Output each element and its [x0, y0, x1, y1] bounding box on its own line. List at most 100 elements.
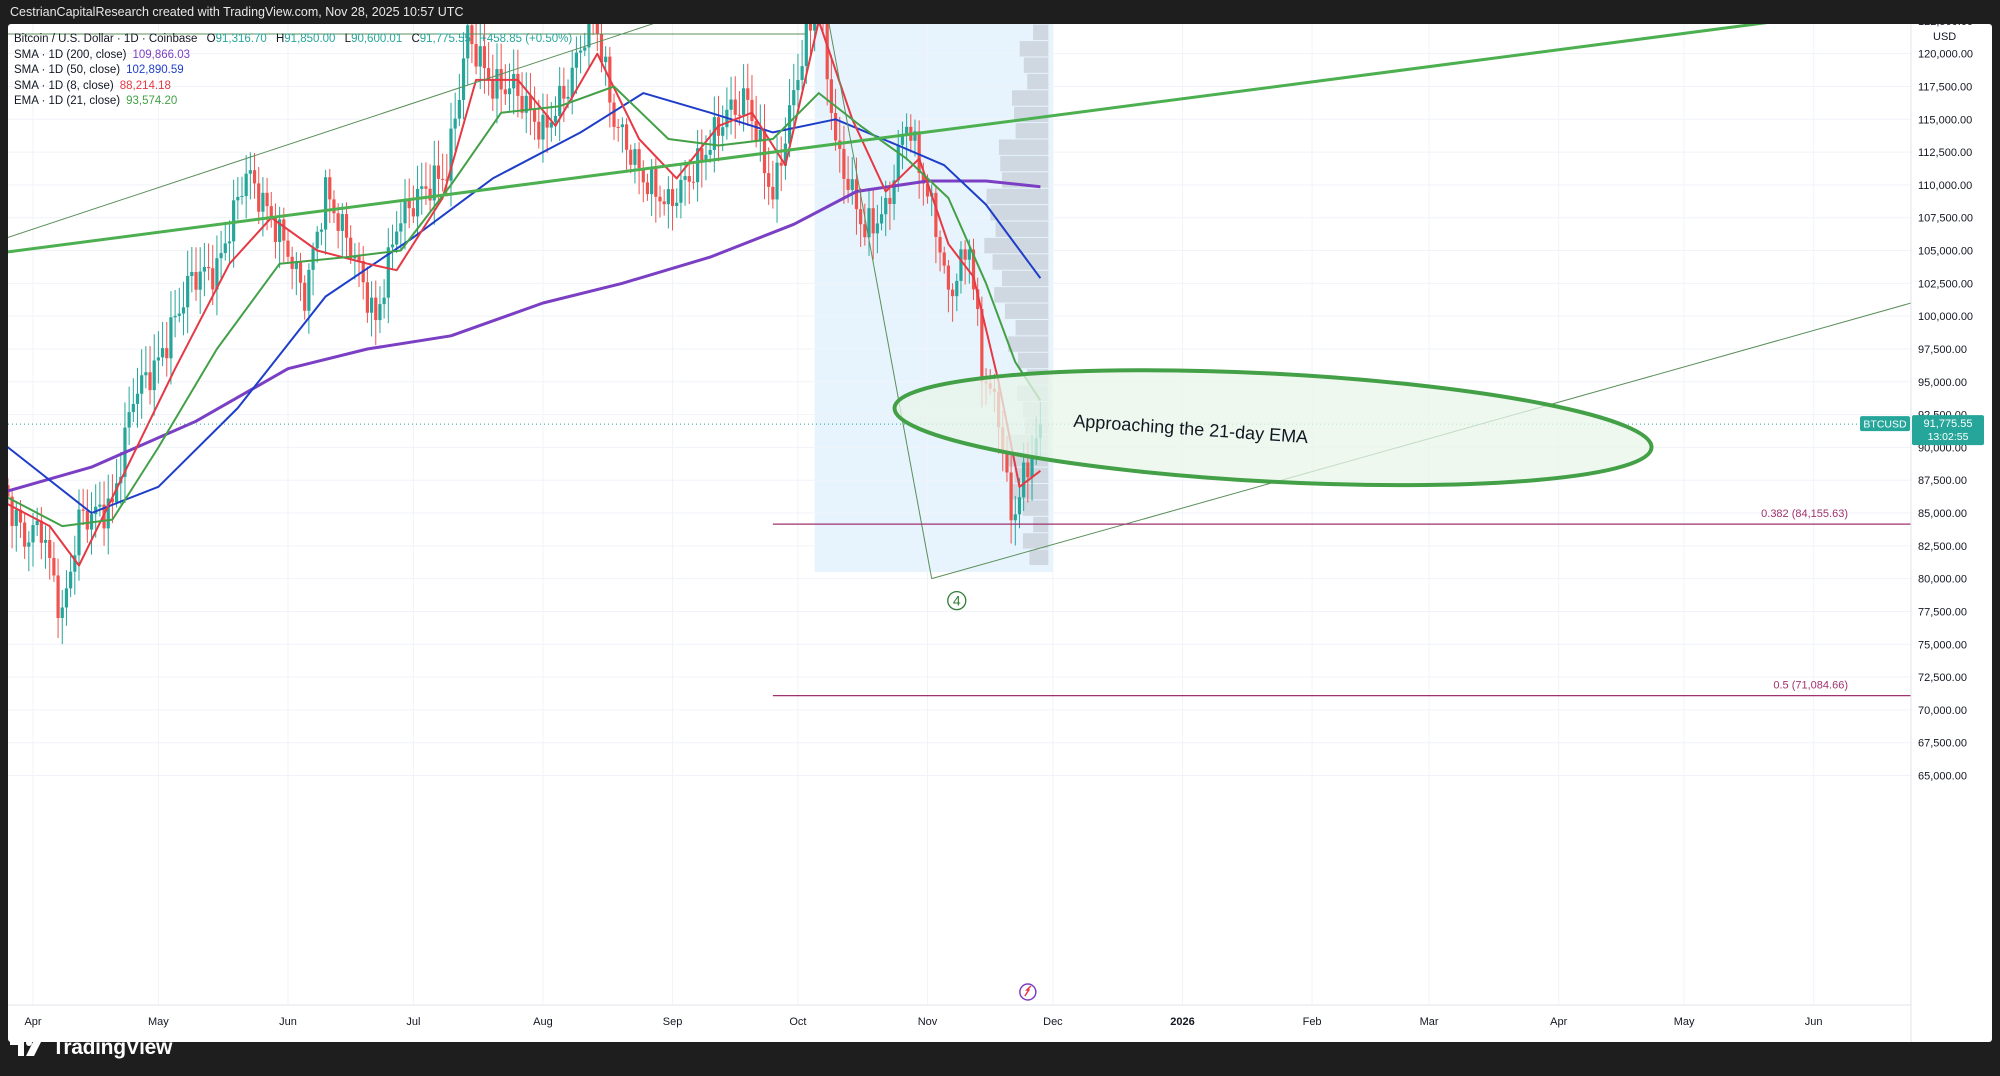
candle-body: [712, 117, 716, 150]
candle-body: [60, 607, 64, 618]
y-tick-label: 77,500.00: [1918, 606, 1967, 618]
candle-body: [800, 66, 804, 81]
candle: [194, 247, 198, 301]
y-tick-label: 82,500.00: [1918, 541, 1967, 553]
candle-body: [825, 24, 829, 80]
candle-body: [252, 170, 257, 184]
volume-profile-bar: [990, 205, 1049, 221]
chart-frame[interactable]: 0 (126,470.14)0.382 (84,155.63)0.5 (71,0…: [8, 24, 1992, 1042]
candle-body: [976, 289, 980, 310]
y-tick-label: 102,500.00: [1918, 278, 1973, 290]
candle: [156, 331, 160, 384]
candle: [487, 42, 491, 96]
y-tick-label: 67,500.00: [1918, 738, 1967, 750]
candle: [800, 40, 804, 90]
candle-body: [762, 129, 767, 174]
candle-body: [687, 176, 691, 182]
candle-body: [775, 162, 779, 200]
candle: [181, 281, 186, 336]
candle: [324, 169, 328, 255]
candle: [273, 203, 278, 259]
candle: [344, 202, 349, 259]
candle: [415, 165, 420, 239]
candle-body: [420, 186, 424, 189]
legend-sma50[interactable]: SMA · 1D (50, close) 102,890.59: [14, 64, 184, 76]
candle: [85, 489, 89, 543]
candle-body: [39, 520, 43, 543]
candle-body: [386, 247, 390, 298]
candle: [951, 283, 955, 322]
candle: [733, 76, 737, 139]
candle: [578, 35, 583, 74]
candle-body: [173, 315, 177, 318]
candle: [574, 36, 578, 94]
candle: [666, 176, 670, 229]
tradingview-logo[interactable]: TradingView: [10, 1036, 172, 1060]
candle-body: [269, 206, 273, 217]
y-tick-label: 75,000.00: [1918, 639, 1967, 651]
ema-21-line: [8, 85, 1042, 528]
candle: [938, 230, 942, 272]
candle-body: [666, 189, 670, 205]
candle: [595, 24, 599, 52]
legend-ema21[interactable]: EMA · 1D (21, close) 93,574.20: [14, 95, 178, 107]
candle: [64, 570, 69, 626]
ohlc-close: C91,775.55: [411, 33, 471, 45]
candle: [227, 220, 232, 263]
price-change: +458.85 (+0.50%): [480, 33, 573, 45]
candle-body: [261, 192, 265, 212]
candle-body: [194, 272, 198, 290]
legend-sma8[interactable]: SMA · 1D (8, close) 88,214.18: [14, 79, 171, 92]
sma-8-line: [8, 24, 1042, 567]
candle: [453, 92, 457, 151]
candle: [390, 224, 395, 271]
symbol-tag-text: BTCUSD: [1863, 419, 1907, 431]
candle-body: [73, 555, 77, 572]
candle: [516, 49, 520, 118]
candle-body: [115, 483, 119, 503]
candle: [470, 24, 474, 64]
volume-profile-bar: [1023, 57, 1049, 73]
candle: [888, 181, 892, 230]
wave-4-label: 4: [953, 593, 961, 609]
candle: [378, 286, 382, 334]
candle: [583, 32, 587, 57]
candle-body: [85, 510, 89, 530]
candle: [796, 53, 800, 114]
candle-body: [896, 144, 900, 181]
price-chart[interactable]: 0 (126,470.14)0.382 (84,155.63)0.5 (71,0…: [8, 24, 1992, 1042]
candle-body: [583, 47, 587, 51]
candle-body: [641, 168, 645, 183]
candle: [152, 334, 156, 416]
candle-body: [81, 509, 85, 511]
candle: [311, 242, 315, 296]
y-tick-label: 65,000.00: [1918, 771, 1967, 783]
candle: [879, 196, 884, 231]
candle: [700, 129, 704, 188]
candle: [307, 263, 311, 334]
candle: [294, 251, 298, 296]
candle-body: [595, 24, 599, 34]
candle-body: [650, 168, 654, 195]
attribution-text: CestrianCapitalResearch created with Tra…: [10, 5, 464, 19]
candle: [737, 91, 742, 126]
candle: [148, 346, 152, 405]
candle: [252, 153, 257, 199]
legend-sma200[interactable]: SMA · 1D (200, close) 109,866.03: [14, 48, 191, 61]
volume-profile-bar: [1017, 352, 1049, 369]
candle: [365, 266, 369, 323]
candle-body: [265, 192, 269, 207]
chart-legend: Bitcoin / U.S. Dollar · 1D · Coinbase O9…: [14, 32, 572, 110]
candle-body: [833, 112, 838, 141]
x-tick-label: Nov: [918, 1016, 938, 1028]
candle: [729, 76, 733, 135]
candle: [859, 188, 863, 248]
footer-bar: [0, 1042, 2000, 1076]
candle-body: [328, 177, 332, 200]
candle: [420, 162, 424, 215]
candle: [528, 72, 533, 136]
candle: [624, 118, 629, 173]
candle: [758, 104, 762, 162]
candle-body: [349, 237, 353, 259]
candle: [43, 525, 48, 569]
